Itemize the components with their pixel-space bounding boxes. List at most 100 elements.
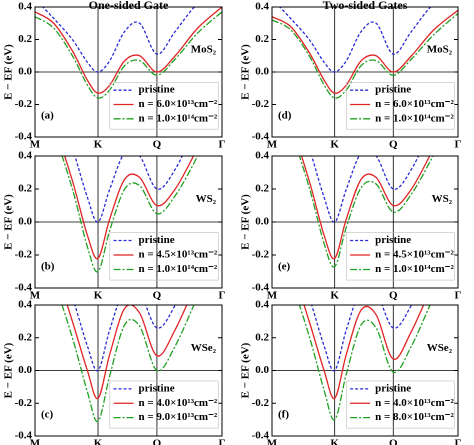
y-axis-label: E − EF (eV) [3,342,15,398]
legend-label: n = 4.5×10¹³cm⁻² [375,249,454,261]
panel: E − EF (eV) 0.4 0.2 0.0 -0.2 -0.4M K Q Γpristine… [3,299,226,445]
y-tick-label: 0.2 [255,331,269,343]
panel-label: (a) [41,110,54,122]
x-tick-label: Q [389,139,398,151]
band-line [61,305,195,423]
band-line [35,11,222,99]
y-tick-label: -0.4 [252,430,270,442]
y-tick-label: 0.4 [255,299,269,311]
x-tick-label: Γ [219,290,226,302]
y-tick-label: -0.2 [15,249,33,261]
x-tick-label: K [330,290,339,302]
x-tick-label: Γ [219,139,226,151]
x-tick-label: M [30,139,41,151]
legend-label: n = 9.0×10¹³cm⁻² [139,411,218,423]
legend-label: pristine [375,84,411,96]
y-tick-label: -0.4 [15,131,33,143]
plot-frame [271,155,459,289]
x-tick-label: Q [153,139,162,151]
x-tick-label: Γ [455,438,462,445]
legend-label: pristine [139,234,175,246]
plot-frame [34,6,223,138]
legend-label: n = 1.0×10¹⁴cm⁻² [375,112,454,124]
band-line [64,156,195,260]
y-tick-label: 0.2 [18,331,32,343]
material-label: WS₂ [432,193,453,205]
y-tick-label: 0.0 [255,66,269,78]
legend-label: pristine [375,234,411,246]
y-tick-label: 0.2 [18,33,32,45]
plot-frame [271,304,459,437]
x-tick-label: Q [389,290,398,302]
y-tick-label: -0.2 [15,98,33,110]
y-tick-label: -0.4 [252,131,270,143]
panel-title: One-sided Gate [89,0,169,12]
material-label: WSe₂ [427,342,453,354]
y-tick-label: 0.2 [255,183,269,195]
x-tick-label: K [94,438,103,445]
y-axis-label: E − EF (eV) [3,194,15,250]
y-tick-label: 0.4 [255,1,269,13]
x-tick-label: M [267,290,278,302]
x-tick-label: Γ [219,438,226,445]
x-tick-label: Γ [455,290,462,302]
x-tick-label: M [30,290,41,302]
legend-box [346,232,455,281]
x-tick-label: M [267,139,278,151]
x-tick-label: M [30,438,41,445]
band-line [41,7,196,73]
y-tick-label: -0.4 [15,282,33,294]
x-tick-label: K [330,438,339,445]
legend-box [109,380,219,429]
y-tick-label: -0.2 [15,397,33,409]
x-tick-label: M [267,438,278,445]
y-tick-label: -0.2 [252,397,270,409]
y-tick-label: 0.4 [18,150,32,162]
x-tick-label: K [330,139,339,151]
material-label: WS₂ [196,193,217,205]
legend-label: n = 4.0×10¹³cm⁻² [139,397,218,409]
legend-box [109,82,219,130]
x-tick-label: K [94,290,103,302]
y-tick-label: -0.2 [252,249,270,261]
panel-label: (d) [278,110,292,122]
band-line [298,156,434,268]
legend-label: n = 1.0×10¹⁴cm⁻² [139,112,218,124]
plot-frame [271,6,459,138]
y-axis-label: E − EF (eV) [240,44,252,100]
panel: E − EF (eV) 0.4 0.2 0.0 -0.2 -0.4M K Q Γpristine… [240,299,462,445]
material-label: MoS₂ [191,43,217,55]
y-axis-label: E − EF (eV) [3,44,15,100]
y-tick-label: 0.0 [255,364,269,376]
x-tick-label: Γ [455,139,462,151]
x-tick-label: Q [153,290,162,302]
band-line [272,13,458,99]
band-line [61,156,199,273]
legend-label: n = 4.5×10¹³cm⁻² [139,249,218,261]
legend-label: pristine [139,382,175,394]
band-line [298,305,431,421]
y-tick-label: 0.0 [18,216,32,228]
band-line [311,156,420,223]
panel-label: (b) [41,260,55,272]
panel-label: (e) [278,260,291,272]
panel: E − EF (eV) 0.4 0.2 0.0 -0.2 -0.4M K Q Γpristine… [3,150,226,302]
legend-label: pristine [139,84,175,96]
legend-box [346,82,455,130]
x-tick-label: Q [153,438,162,445]
band-line [272,9,458,94]
y-tick-label: 0.2 [18,183,32,195]
x-tick-label: Q [389,438,398,445]
y-tick-label: 0.2 [255,33,269,45]
legend-label: n = 1.0×10¹⁴cm⁻² [139,263,218,275]
y-tick-label: -0.2 [252,98,270,110]
legend-label: pristine [375,382,411,394]
material-label: MoS₂ [427,43,453,55]
band-line [66,305,188,400]
band-line [74,156,184,223]
band-line [303,305,425,400]
y-tick-label: 0.0 [255,216,269,228]
y-tick-label: 0.4 [18,299,32,311]
panel-label: (c) [41,409,54,421]
